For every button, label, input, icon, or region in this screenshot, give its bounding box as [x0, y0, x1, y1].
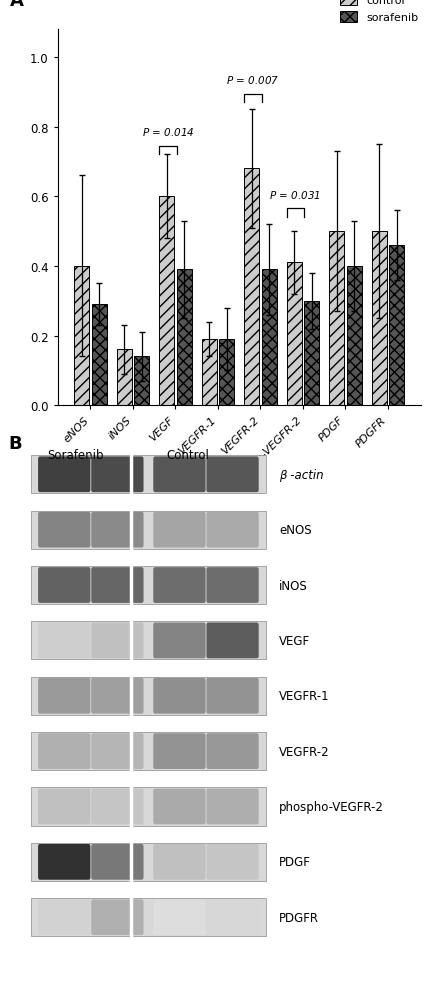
Bar: [31, 732, 266, 771]
FancyBboxPatch shape: [206, 623, 259, 658]
Text: PDGF: PDGF: [279, 856, 311, 869]
Bar: [244, 169, 260, 406]
FancyBboxPatch shape: [91, 457, 144, 493]
Bar: [134, 357, 149, 406]
FancyBboxPatch shape: [153, 789, 206, 825]
Bar: [117, 350, 132, 406]
FancyBboxPatch shape: [153, 733, 206, 770]
Bar: [304, 302, 319, 406]
FancyBboxPatch shape: [206, 900, 259, 935]
Text: A: A: [10, 0, 24, 10]
FancyBboxPatch shape: [153, 900, 206, 935]
FancyBboxPatch shape: [153, 457, 206, 493]
FancyBboxPatch shape: [91, 789, 144, 825]
FancyBboxPatch shape: [91, 678, 144, 713]
Bar: [202, 340, 217, 406]
FancyBboxPatch shape: [91, 623, 144, 658]
FancyBboxPatch shape: [38, 900, 90, 935]
Bar: [31, 511, 266, 549]
Text: B: B: [9, 435, 23, 453]
FancyBboxPatch shape: [206, 457, 259, 493]
FancyBboxPatch shape: [206, 567, 259, 603]
FancyBboxPatch shape: [38, 623, 90, 658]
Text: phospho-VEGFR-2: phospho-VEGFR-2: [279, 801, 384, 814]
FancyBboxPatch shape: [153, 567, 206, 603]
Text: Control: Control: [167, 449, 210, 462]
FancyBboxPatch shape: [38, 512, 90, 548]
FancyBboxPatch shape: [153, 678, 206, 713]
Bar: [31, 677, 266, 715]
Bar: [176, 271, 192, 406]
Bar: [31, 843, 266, 881]
FancyBboxPatch shape: [153, 623, 206, 658]
FancyBboxPatch shape: [91, 900, 144, 935]
FancyBboxPatch shape: [206, 844, 259, 880]
FancyBboxPatch shape: [91, 733, 144, 770]
Bar: [31, 566, 266, 604]
Legend: control, sorafenib: control, sorafenib: [336, 0, 423, 28]
FancyBboxPatch shape: [206, 733, 259, 770]
Bar: [346, 267, 362, 406]
Text: iNOS: iNOS: [279, 579, 308, 592]
Bar: [372, 231, 387, 406]
Text: VEGFR-2: VEGFR-2: [279, 744, 330, 758]
FancyBboxPatch shape: [38, 567, 90, 603]
Bar: [287, 264, 302, 406]
Text: VEGF: VEGF: [279, 634, 310, 647]
FancyBboxPatch shape: [153, 844, 206, 880]
FancyBboxPatch shape: [206, 512, 259, 548]
Text: $P$ = 0.007: $P$ = 0.007: [226, 74, 280, 86]
Bar: [31, 788, 266, 826]
Bar: [329, 231, 344, 406]
FancyBboxPatch shape: [206, 678, 259, 713]
FancyBboxPatch shape: [38, 844, 90, 880]
Text: $P$ = 0.014: $P$ = 0.014: [142, 126, 194, 138]
Bar: [74, 267, 89, 406]
Bar: [31, 621, 266, 659]
FancyBboxPatch shape: [38, 678, 90, 713]
Bar: [219, 340, 234, 406]
FancyBboxPatch shape: [153, 512, 206, 548]
Text: VEGFR-1: VEGFR-1: [279, 689, 330, 702]
FancyBboxPatch shape: [91, 512, 144, 548]
Text: Sorafenib: Sorafenib: [47, 449, 104, 462]
Bar: [92, 305, 107, 406]
Bar: [31, 898, 266, 936]
Text: eNOS: eNOS: [279, 524, 312, 537]
Bar: [31, 456, 266, 494]
FancyBboxPatch shape: [38, 789, 90, 825]
FancyBboxPatch shape: [38, 733, 90, 770]
Bar: [159, 197, 175, 406]
FancyBboxPatch shape: [206, 789, 259, 825]
Bar: [389, 245, 404, 406]
FancyBboxPatch shape: [38, 457, 90, 493]
Text: PDGFR: PDGFR: [279, 911, 319, 924]
Text: $P$ = 0.031: $P$ = 0.031: [269, 188, 321, 200]
FancyBboxPatch shape: [91, 567, 144, 603]
FancyBboxPatch shape: [91, 844, 144, 880]
Text: β -actin: β -actin: [279, 468, 324, 481]
Bar: [261, 271, 277, 406]
